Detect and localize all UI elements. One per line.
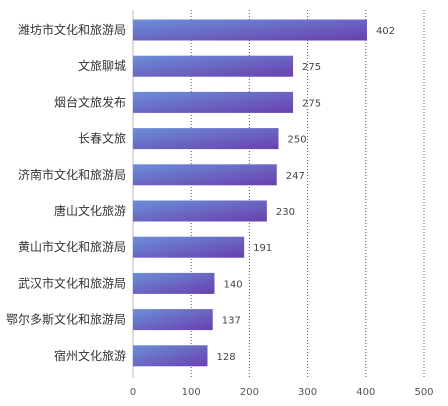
category-label: 武汉市文化和旅游局 — [18, 275, 126, 290]
data-label: 247 — [286, 171, 305, 182]
data-label: 191 — [253, 243, 272, 254]
bar — [133, 91, 294, 113]
data-label: 128 — [216, 352, 235, 363]
x-tick-label: 100 — [182, 387, 201, 398]
category-label: 黄山市文化和旅游局 — [18, 239, 126, 254]
bar — [133, 345, 208, 367]
category-label: 潍坊市文化和旅游局 — [18, 22, 126, 37]
data-label: 275 — [302, 98, 321, 109]
bar — [133, 19, 367, 41]
x-tick-label: 300 — [298, 387, 317, 398]
data-label: 137 — [222, 316, 241, 327]
data-label: 402 — [376, 26, 395, 37]
category-label: 文旅聊城 — [78, 58, 126, 73]
x-tick-label: 400 — [356, 387, 375, 398]
data-label: 230 — [276, 207, 295, 218]
category-label: 唐山文化旅游 — [54, 203, 126, 218]
bar — [133, 309, 213, 331]
bar — [133, 128, 279, 150]
category-label: 济南市文化和旅游局 — [18, 167, 126, 182]
x-tick-label: 0 — [130, 387, 136, 398]
bar — [133, 272, 215, 294]
bar — [133, 200, 267, 222]
labels: 潍坊市文化和旅游局 402 文旅聊城 275 烟台文旅发布 275 长春文旅 250 济南市文化… — [6, 22, 395, 363]
data-label: 250 — [288, 135, 307, 146]
x-tick-label: 200 — [240, 387, 259, 398]
data-label: 140 — [223, 279, 242, 290]
bar — [133, 236, 245, 258]
bars — [133, 19, 367, 367]
data-label: 275 — [302, 62, 321, 73]
bar — [133, 55, 294, 77]
bar — [133, 164, 277, 186]
category-label: 鄂尔多斯文化和旅游局 — [6, 312, 126, 327]
category-label: 长春文旅 — [78, 131, 126, 146]
category-label: 宿州文化旅游 — [54, 348, 126, 363]
x-tick-label: 500 — [414, 387, 433, 398]
category-label: 烟台文旅发布 — [54, 94, 126, 109]
